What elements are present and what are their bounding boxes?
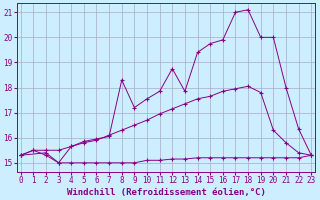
- X-axis label: Windchill (Refroidissement éolien,°C): Windchill (Refroidissement éolien,°C): [67, 188, 265, 197]
